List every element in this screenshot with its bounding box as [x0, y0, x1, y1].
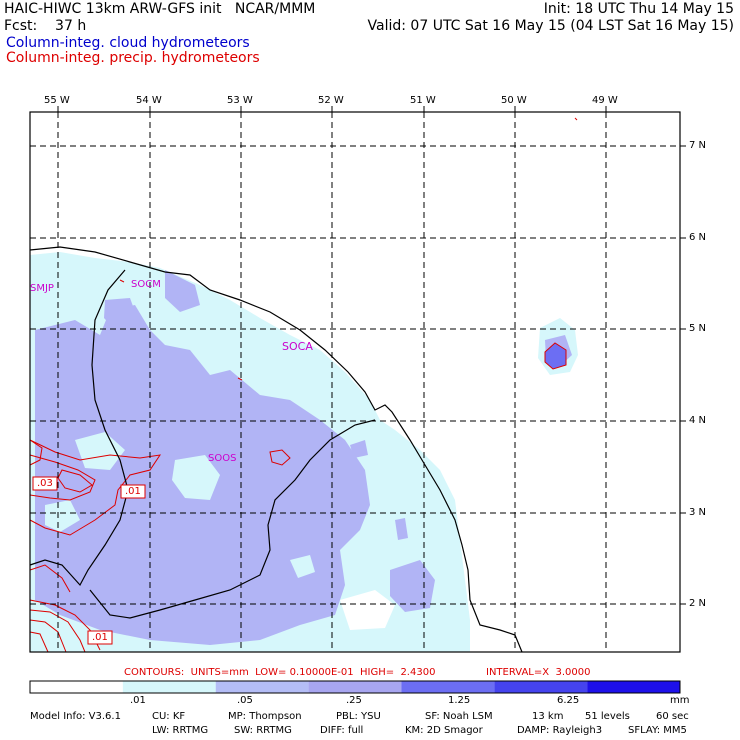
cloud-fill-medium	[35, 270, 572, 645]
lon-label: 49 W	[592, 95, 618, 106]
contour-value-label: .01	[92, 632, 108, 643]
colorbar-label: 1.25	[448, 695, 471, 706]
model-info-sw: SW: RRTMG	[234, 725, 292, 736]
colorbar-frame	[29, 680, 681, 694]
map-frame	[29, 111, 681, 653]
colorbar-label: 6.25	[557, 695, 580, 706]
colorbar-swatch	[494, 681, 588, 693]
colorbar-label: .01	[130, 695, 146, 706]
lat-label: 6 N	[689, 232, 707, 243]
model-info-sflay: SFLAY: MM5	[628, 725, 687, 736]
precip-contours	[29, 117, 578, 653]
forecast-hour: Fcst: 37 h	[4, 18, 87, 34]
init-time: Init: 18 UTC Thu 14 May 15	[543, 1, 734, 17]
colorbar-swatch	[308, 681, 402, 693]
model-info-diff: DIFF: full	[320, 725, 364, 736]
lat-label: 4 N	[689, 415, 707, 426]
contour-label-box-2	[120, 484, 146, 499]
lon-label: 55 W	[44, 95, 70, 106]
colorbar-swatch	[30, 681, 123, 693]
station-label-socm: SOCM	[131, 279, 161, 290]
lon-label: 53 W	[227, 95, 253, 106]
contours-interval: INTERVAL=X 3.0000	[486, 667, 591, 678]
colorbar-units: mm	[670, 695, 690, 706]
lat-label: 3 N	[689, 507, 707, 518]
model-info-damp: DAMP: Rayleigh3	[517, 725, 603, 736]
model-info-version: Model Info: V3.6.1	[30, 711, 121, 722]
contour-value-label: .01	[125, 486, 141, 497]
contours-info: CONTOURS: UNITS=mm LOW= 0.10000E-01 HIGH…	[124, 667, 436, 678]
colorbar-swatch	[122, 681, 216, 693]
colorbar-label: .05	[237, 695, 253, 706]
contour-value-label: .03	[37, 478, 53, 489]
lon-label: 54 W	[136, 95, 162, 106]
lon-label: 51 W	[410, 95, 436, 106]
model-title: HAIC-HIWC 13km ARW-GFS init NCAR/MMM	[4, 1, 316, 17]
lat-label: 7 N	[689, 140, 707, 151]
model-info-levels: 51 levels	[585, 711, 630, 722]
colorbar-swatch	[401, 681, 495, 693]
colorbar-swatch	[215, 681, 309, 693]
model-info-cu: CU: KF	[152, 711, 186, 722]
field-cloud-label: Column-integ. cloud hydrometeors	[6, 35, 250, 51]
model-info-mp: MP: Thompson	[228, 711, 302, 722]
lat-label: 5 N	[689, 323, 707, 334]
lat-label: 2 N	[689, 598, 707, 609]
model-info-sf: SF: Noah LSM	[425, 711, 493, 722]
model-info-lw: LW: RRTMG	[152, 725, 209, 736]
colorbar-label: .25	[346, 695, 362, 706]
lon-label: 52 W	[318, 95, 344, 106]
contour-label-box-3	[87, 630, 113, 645]
model-info-timestep: 60 sec	[656, 711, 689, 722]
model-info-km: KM: 2D Smagor	[405, 725, 483, 736]
field-precip-label: Column-integ. precip. hydrometeors	[6, 50, 260, 66]
station-label-soca: SOCA	[282, 340, 313, 353]
station-label-smjp: SMJP	[30, 283, 54, 294]
contour-label-box-1	[32, 476, 58, 491]
model-info-res: 13 km	[532, 711, 564, 722]
station-label-soos: SOOS	[208, 453, 237, 464]
model-info-pbl: PBL: YSU	[336, 711, 381, 722]
colorbar-swatch	[587, 681, 680, 693]
axis-ticks	[57, 106, 686, 605]
graticule	[30, 112, 680, 652]
lon-label: 50 W	[501, 95, 527, 106]
valid-time: Valid: 07 UTC Sat 16 May 15 (04 LST Sat …	[367, 18, 734, 34]
colorbar	[29, 680, 681, 694]
